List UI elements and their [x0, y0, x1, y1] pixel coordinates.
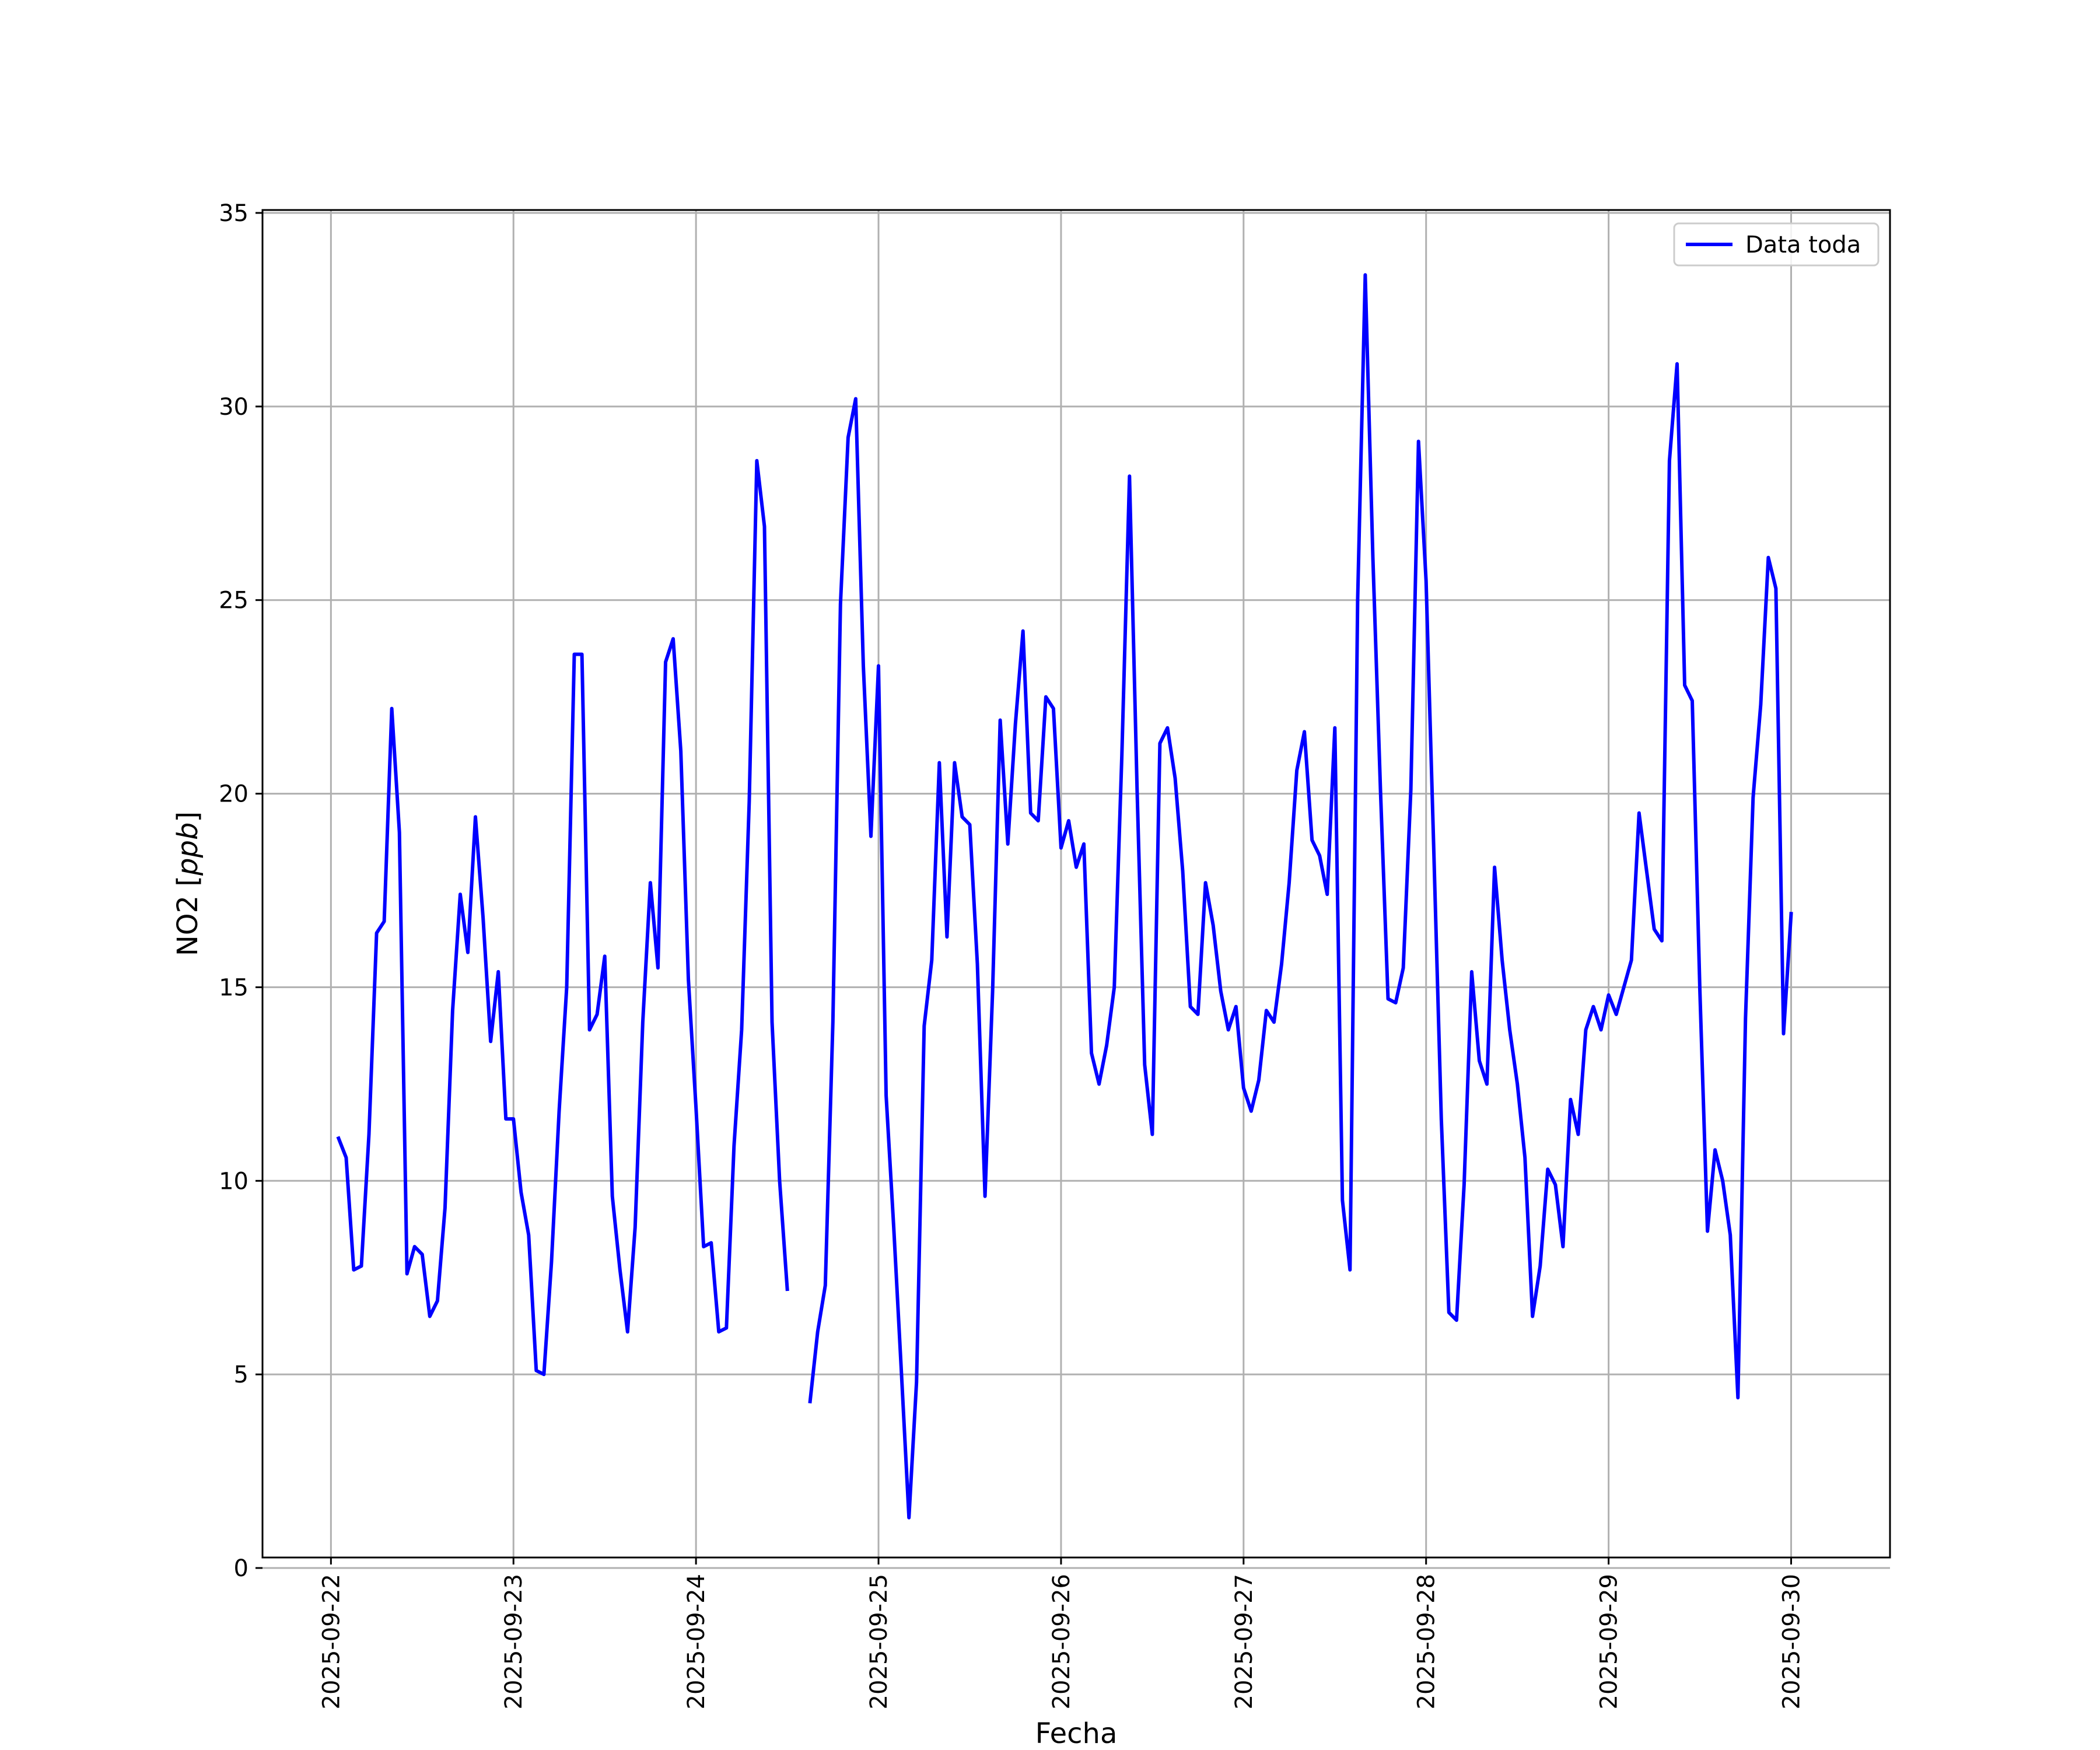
legend: Data toda [1673, 222, 1880, 267]
legend-box [1673, 222, 1880, 267]
y-axis-label-unit: ppb [172, 822, 204, 876]
x-tick-label: 2025-09-22 [318, 1574, 345, 1709]
x-tick-label: 2025-09-27 [1231, 1574, 1258, 1709]
y-tick-label: 0 [234, 1555, 249, 1582]
y-tick-label: 20 [219, 781, 249, 808]
x-tick-label: 2025-09-24 [683, 1574, 710, 1709]
y-tick-label: 35 [219, 200, 249, 227]
y-axis-label: NO2 [ppb] [172, 811, 204, 956]
y-tick-label: 15 [219, 974, 249, 1001]
x-tick-label: 2025-09-28 [1413, 1574, 1440, 1709]
y-tick-label: 30 [219, 394, 249, 421]
grid-lines [262, 210, 1890, 1569]
y-tick-label: 25 [219, 587, 249, 614]
y-axis-label-close: ] [172, 811, 204, 822]
x-tick-label: 2025-09-23 [501, 1574, 527, 1709]
x-tick-label: 2025-09-29 [1596, 1574, 1623, 1709]
series-layer [336, 273, 1793, 1520]
x-tick-label: 2025-09-25 [866, 1574, 892, 1709]
series-line-0 [336, 273, 1793, 1520]
y-axis-ticks: 0 5 10 15 20 25 30 35 [219, 200, 262, 1582]
x-tick-label: 2025-09-26 [1048, 1574, 1075, 1709]
x-axis-ticks: 2025-09-22 2025-09-23 2025-09-24 2025-09-25… [318, 1558, 1805, 1709]
legend-label: Data toda [1745, 232, 1861, 258]
y-tick-label: 5 [234, 1362, 249, 1388]
y-tick-label: 10 [219, 1168, 249, 1195]
plot-frame [261, 209, 1891, 1559]
y-axis-label-main: NO2 [ [172, 876, 204, 956]
x-tick-label: 2025-09-30 [1779, 1574, 1805, 1709]
x-axis-label: Fecha [1035, 1717, 1118, 1750]
